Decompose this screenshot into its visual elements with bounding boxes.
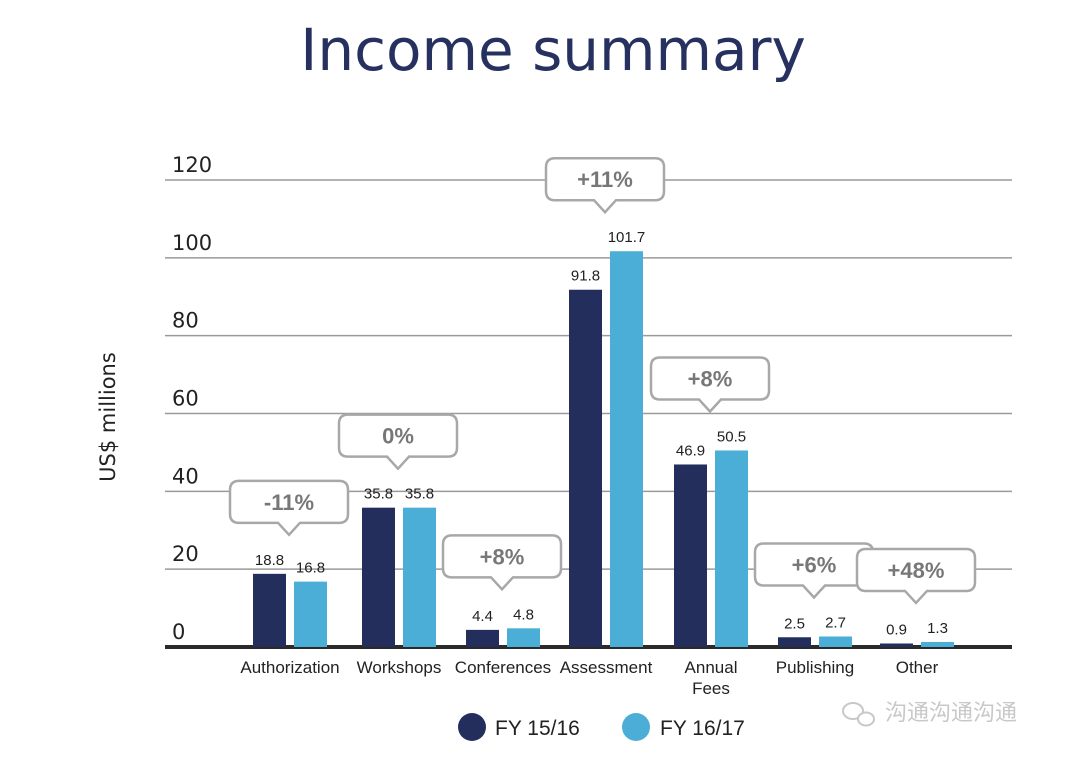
bar-fy1516 xyxy=(253,573,286,647)
bar-fy1617 xyxy=(715,450,748,647)
bar-fy1617 xyxy=(819,636,852,647)
y-tick-label: 80 xyxy=(172,309,199,333)
bar-fy1516 xyxy=(362,507,395,647)
callout-label: -11% xyxy=(264,490,314,515)
callout-bubble xyxy=(855,547,977,605)
callout-bubble xyxy=(544,156,666,215)
bars xyxy=(253,251,954,647)
y-tick-label: 60 xyxy=(172,387,199,411)
x-category-label: Fees xyxy=(692,679,730,698)
callout-bubble xyxy=(228,479,350,537)
bar-value-label: 91.8 xyxy=(571,268,600,285)
y-tick-label: 0 xyxy=(172,620,185,644)
callout-bubble xyxy=(441,534,563,592)
x-category-label: Conferences xyxy=(455,658,551,677)
bar-fy1617 xyxy=(403,507,436,647)
legend-label: FY 15/16 xyxy=(495,717,580,740)
x-category-label: Workshops xyxy=(357,658,442,677)
y-tick-label: 40 xyxy=(172,464,199,488)
y-tick-label: 120 xyxy=(172,153,212,177)
bar-value-label: 50.5 xyxy=(717,428,746,445)
bar-fy1617 xyxy=(610,251,643,647)
callout-label: +6% xyxy=(792,552,837,577)
callout-label: +8% xyxy=(480,544,525,569)
x-category-label: Annual xyxy=(685,658,738,677)
legend-swatch xyxy=(622,713,650,741)
legend-label: FY 16/17 xyxy=(660,717,745,740)
value-labels: 18.8 35.8 4.4 91.8 46.9 2.5 0.9 16.8 35.8 4.8 101.… xyxy=(255,229,948,638)
callout-label: 0% xyxy=(382,424,414,449)
bar-value-label: 1.3 xyxy=(927,620,948,637)
bar-fy1617 xyxy=(294,581,327,647)
legend: FY 15/16 FY 16/17 xyxy=(458,713,745,741)
bar-value-label: 46.9 xyxy=(676,442,705,459)
bar-value-label: 35.8 xyxy=(364,486,393,503)
bar-value-label: 16.8 xyxy=(296,560,325,577)
y-axis-title: US$ millions xyxy=(96,352,120,482)
callout-bubble xyxy=(337,413,459,471)
bar-value-label: 0.9 xyxy=(886,621,907,638)
callout-label: +48% xyxy=(888,558,945,583)
bar-value-label: 18.8 xyxy=(255,552,284,569)
bar-value-label: 101.7 xyxy=(608,229,646,246)
category-labels: Authorization Workshops Conferences Assessm… xyxy=(240,658,938,698)
chart-title: Income summary xyxy=(300,16,806,84)
x-category-label: Other xyxy=(896,658,939,677)
bar-fy1516 xyxy=(466,629,499,647)
bar-value-label: 2.5 xyxy=(784,615,805,632)
bar-fy1516 xyxy=(674,464,707,647)
x-category-label: Assessment xyxy=(560,658,653,677)
legend-swatch xyxy=(458,713,486,741)
callout-label: +11% xyxy=(577,167,633,192)
change-callouts: -11% 0% +8% +11% +8% +6% +48% xyxy=(228,156,977,605)
bar-value-label: 35.8 xyxy=(405,486,434,503)
bar-value-label: 4.8 xyxy=(513,606,534,623)
watermark-text: 沟通沟通沟通 xyxy=(885,701,1017,726)
bar-fy1516 xyxy=(569,289,602,647)
callout-label: +8% xyxy=(688,366,733,391)
bar-fy1617 xyxy=(921,641,954,647)
callout-bubble xyxy=(649,356,771,414)
y-tick-label: 100 xyxy=(172,231,212,255)
x-category-label: Authorization xyxy=(240,658,339,677)
y-tick-label: 20 xyxy=(172,542,199,566)
wechat-icon xyxy=(842,702,875,727)
bar-fy1617 xyxy=(507,628,540,647)
bar-fy1516 xyxy=(778,637,811,647)
watermark: 沟通沟通沟通 xyxy=(842,701,1017,727)
bar-value-label: 4.4 xyxy=(472,608,493,625)
x-category-label: Publishing xyxy=(776,658,854,677)
bar-fy1516 xyxy=(880,643,913,647)
bar-value-label: 2.7 xyxy=(825,614,846,631)
y-tick-labels: 0 20 40 60 80 100 120 xyxy=(172,153,212,644)
